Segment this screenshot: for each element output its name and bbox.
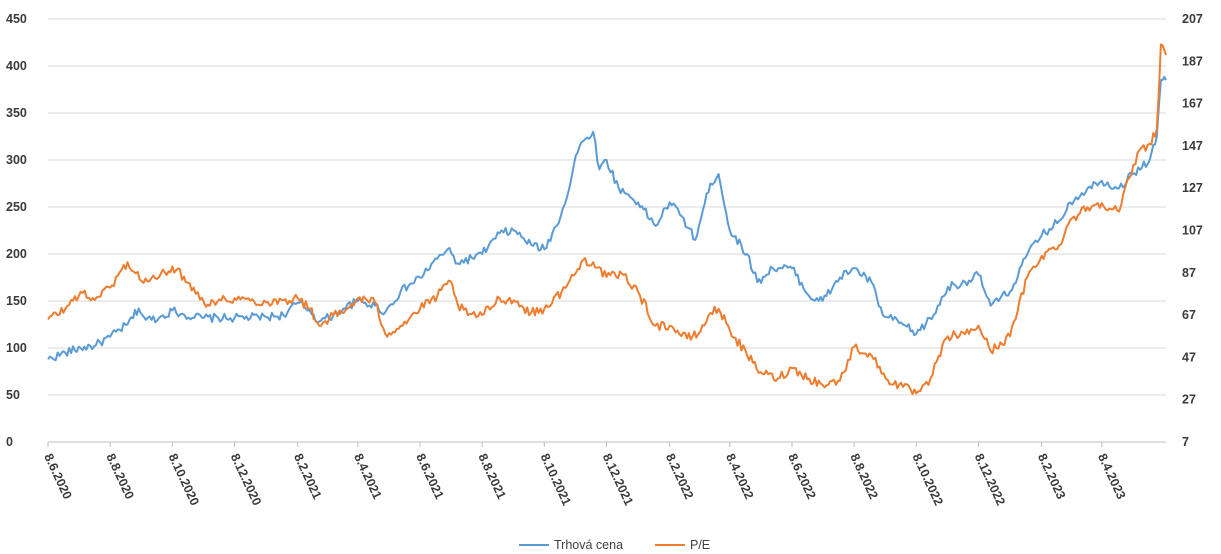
left-axis-ticks: 0 50 100 150 200 250 300 350 400 450 <box>6 12 27 449</box>
legend-label: Trhová cena <box>554 538 623 552</box>
x-tick-label: 8.8.2020 <box>103 451 136 501</box>
left-tick-label: 100 <box>6 341 27 355</box>
right-tick-label: 147 <box>1182 139 1203 153</box>
x-tick-label: 8.2.2022 <box>663 451 696 501</box>
series-lines <box>47 43 1167 396</box>
right-tick-label: 7 <box>1182 435 1189 449</box>
series-line-pe <box>47 43 1167 396</box>
x-axis-ticks: 8.6.2020 8.8.2020 8.10.2020 8.12.2020 8.2.20… <box>41 442 1128 508</box>
right-tick-label: 127 <box>1182 181 1203 195</box>
right-tick-label: 167 <box>1182 97 1203 111</box>
left-tick-label: 200 <box>6 247 27 261</box>
x-tick-label: 8.8.2021 <box>475 451 508 501</box>
x-tick-label: 8.12.2022 <box>972 451 1008 507</box>
x-tick-label: 8.6.2022 <box>785 451 818 501</box>
left-tick-label: 350 <box>6 106 27 120</box>
series-line-trhova-cena <box>47 75 1167 362</box>
left-tick-label: 400 <box>6 59 27 73</box>
left-tick-label: 250 <box>6 200 27 214</box>
x-tick-label: 8.12.2020 <box>228 451 264 507</box>
x-tick-label: 8.2.2021 <box>291 451 324 501</box>
left-tick-label: 150 <box>6 294 27 308</box>
right-tick-label: 87 <box>1182 266 1196 280</box>
x-tick-label: 8.6.2021 <box>413 451 446 501</box>
legend: Trhová cena P/E <box>519 538 710 552</box>
x-tick-label: 8.4.2022 <box>723 451 756 501</box>
left-tick-label: 0 <box>6 435 13 449</box>
right-tick-label: 67 <box>1182 308 1196 322</box>
x-tick-label: 8.10.2021 <box>538 451 574 507</box>
legend-label: P/E <box>690 538 710 552</box>
right-tick-label: 47 <box>1182 350 1196 364</box>
right-tick-label: 207 <box>1182 12 1203 26</box>
left-tick-label: 450 <box>6 12 27 26</box>
x-tick-label: 8.10.2020 <box>166 451 202 507</box>
x-tick-label: 8.4.2023 <box>1095 451 1128 501</box>
x-tick-label: 8.12.2021 <box>600 451 636 507</box>
x-tick-label: 8.8.2022 <box>847 451 880 501</box>
x-tick-label: 8.6.2020 <box>41 451 74 501</box>
x-tick-label: 8.10.2022 <box>910 451 946 507</box>
gridlines <box>48 18 1166 396</box>
x-tick-label: 8.4.2021 <box>351 451 384 501</box>
right-axis-ticks: 7 27 47 67 87 107 127 147 167 187 207 <box>1182 12 1203 449</box>
x-tick-label: 8.2.2023 <box>1035 451 1068 501</box>
right-tick-label: 187 <box>1182 54 1203 68</box>
right-tick-label: 107 <box>1182 224 1203 238</box>
right-tick-label: 27 <box>1182 393 1196 407</box>
left-tick-label: 300 <box>6 153 27 167</box>
left-tick-label: 50 <box>6 388 20 402</box>
